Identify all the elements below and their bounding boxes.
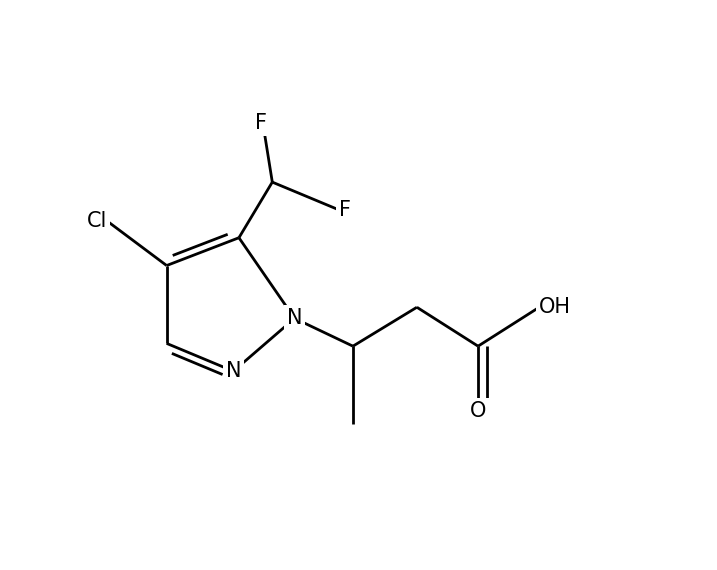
Text: F: F xyxy=(255,113,267,133)
Text: N: N xyxy=(287,308,303,328)
Text: OH: OH xyxy=(539,297,571,317)
Text: N: N xyxy=(226,361,241,381)
Text: F: F xyxy=(339,200,351,220)
Text: O: O xyxy=(470,401,486,421)
Text: Cl: Cl xyxy=(87,211,107,231)
